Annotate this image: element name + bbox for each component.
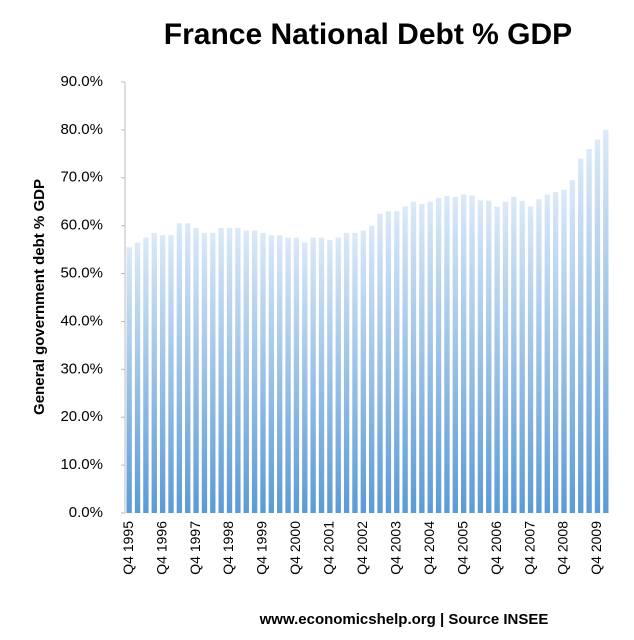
bar	[151, 232, 157, 513]
bar	[486, 200, 492, 513]
x-tick-label: Q4 1999	[254, 521, 270, 575]
bar	[260, 232, 266, 513]
x-tick-label: Q4 2006	[488, 521, 504, 575]
x-tick-label: Q4 2009	[588, 521, 604, 575]
x-tick-label: Q4 2007	[521, 521, 537, 575]
bar	[377, 213, 383, 513]
bar	[243, 230, 249, 513]
x-axis-title: www.economicshelp.org | Source INSEE	[259, 611, 549, 628]
bar	[394, 211, 400, 514]
bar	[419, 204, 425, 513]
bar	[277, 235, 283, 513]
bar	[185, 223, 191, 513]
bar	[302, 242, 308, 513]
y-tick-label: 80.0%	[60, 121, 103, 138]
bar	[143, 237, 149, 513]
bar	[494, 206, 500, 513]
bar	[519, 200, 525, 513]
bar	[578, 158, 584, 513]
bar	[168, 235, 174, 513]
y-axis-title: General government debt % GDP	[31, 179, 48, 415]
x-tick-label: Q4 1996	[153, 521, 169, 575]
bar	[385, 211, 392, 514]
x-tick-label: Q4 2002	[354, 521, 370, 575]
bar	[335, 237, 341, 513]
y-tick-label: 60.0%	[60, 217, 103, 234]
bar	[469, 195, 475, 513]
x-tick-label: Q4 1997	[187, 521, 203, 575]
y-tick-label: 90.0%	[60, 73, 103, 90]
bar	[226, 228, 233, 514]
bar	[360, 230, 366, 513]
bar	[402, 206, 408, 513]
x-tick-label: Q4 2001	[321, 521, 337, 575]
bar	[310, 237, 316, 513]
bar	[477, 200, 484, 513]
y-tick-label: 30.0%	[60, 360, 103, 377]
y-tick-label: 40.0%	[60, 312, 103, 329]
bar	[552, 192, 559, 513]
y-tick-label: 20.0%	[60, 408, 103, 425]
x-tick-label: Q4 2005	[454, 521, 470, 575]
bar	[218, 228, 224, 514]
bar	[511, 196, 517, 513]
y-tick-label: 10.0%	[60, 456, 103, 473]
bar	[343, 232, 350, 513]
bar	[126, 247, 132, 513]
bar	[536, 199, 542, 514]
chart-title: France National Debt % GDP	[164, 18, 572, 51]
bar	[251, 230, 258, 513]
bar	[193, 228, 199, 514]
bar	[235, 228, 241, 514]
y-tick-label: 70.0%	[60, 169, 103, 186]
bar	[586, 149, 592, 514]
y-tick-label: 50.0%	[60, 265, 103, 282]
x-tick-label: Q4 2004	[421, 521, 437, 575]
bar	[318, 237, 325, 513]
bar	[134, 242, 141, 513]
bar	[452, 196, 458, 513]
bar	[159, 235, 166, 513]
bar	[201, 232, 208, 513]
bar	[369, 225, 375, 513]
bar	[293, 237, 300, 513]
bar	[210, 232, 216, 513]
y-tick-label: 0.0%	[69, 504, 103, 521]
bar	[176, 223, 183, 513]
x-tick-label: Q4 1995	[120, 521, 136, 575]
bar	[527, 206, 534, 513]
bar	[444, 195, 450, 513]
bar	[594, 139, 601, 513]
bar	[352, 232, 358, 513]
x-tick-label: Q4 1998	[220, 521, 236, 575]
x-tick-label: Q4 2000	[287, 521, 303, 575]
bar	[561, 189, 567, 513]
bar	[327, 240, 333, 514]
bar	[427, 201, 433, 513]
bar	[544, 194, 550, 514]
x-tick-label: Q4 2003	[387, 521, 403, 575]
bar	[502, 201, 509, 513]
bar	[410, 201, 417, 513]
bar	[268, 235, 275, 513]
bar	[603, 129, 609, 513]
x-tick-label: Q4 2008	[555, 521, 571, 575]
bar	[569, 180, 576, 513]
bar	[285, 237, 291, 513]
bar	[435, 197, 442, 513]
bar	[460, 194, 467, 514]
